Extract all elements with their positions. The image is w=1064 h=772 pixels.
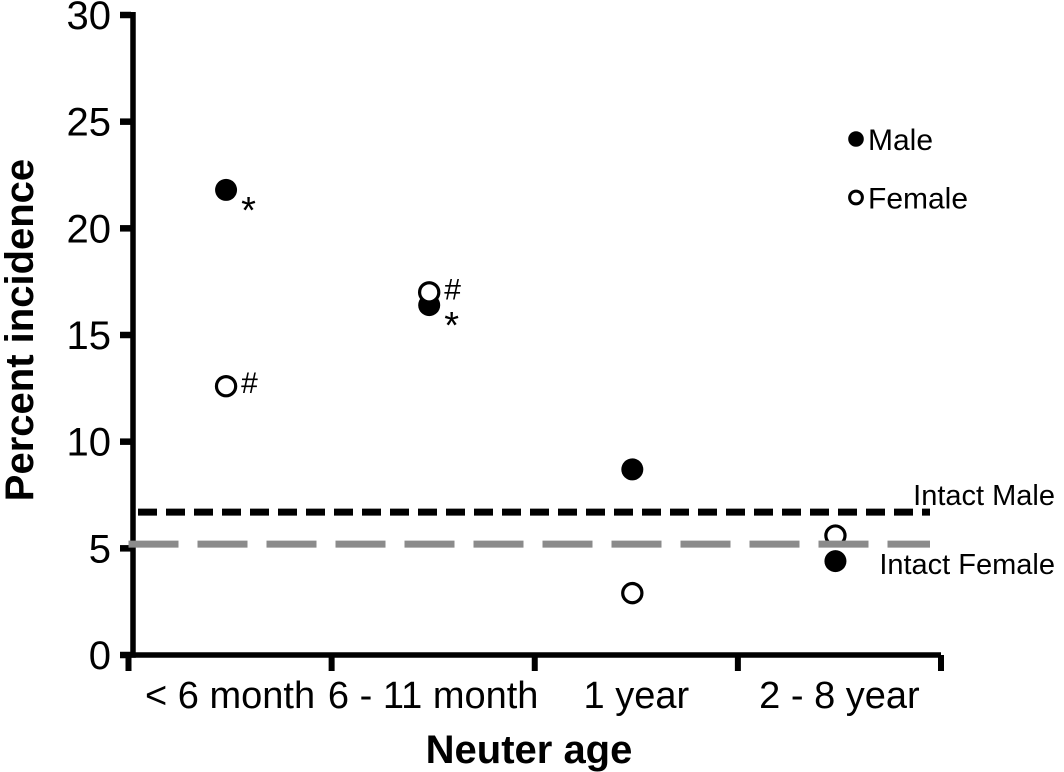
point-male-3 [824, 550, 847, 573]
x-category-label: 6 - 11 month [328, 675, 539, 717]
x-category-label: < 6 month [145, 675, 315, 717]
annotation-asterisk-male-0: * [241, 190, 256, 232]
annotation-hash-female-0: # [241, 367, 258, 400]
reference-line-label-intact-female: Intact Female [879, 549, 1055, 581]
y-tick-label: 25 [67, 101, 112, 145]
point-female-1 [417, 281, 441, 304]
y-tick-label: 10 [67, 421, 112, 465]
legend-marker-male [848, 131, 864, 147]
chart-dynamic-layer: 0 5 10 15 20 25 30 < 6 month 6 - 11 month 1 year 2… [67, 0, 1056, 717]
annotation-hash-female-1: # [444, 273, 461, 306]
x-category-label: 1 year [584, 675, 690, 717]
reference-line-label-intact-male: Intact Male [913, 480, 1055, 512]
point-female-0 [214, 375, 238, 398]
legend-label-female: Female [868, 183, 968, 216]
x-axis-title: Neuter age [426, 728, 633, 772]
y-tick-label: 20 [67, 207, 112, 251]
y-tick-label: 15 [67, 314, 112, 358]
legend-marker-female [848, 189, 864, 206]
x-category-label: 2 - 8 year [759, 675, 920, 717]
annotation-asterisk-male-1: * [444, 305, 459, 347]
y-tick-label: 5 [89, 527, 111, 571]
point-male-0 [215, 178, 238, 201]
point-male-2 [621, 458, 644, 481]
y-tick-label: 0 [89, 634, 111, 678]
y-axis-title: Percent incidence [0, 159, 42, 501]
legend-label-male: Male [868, 124, 933, 157]
point-female-2 [621, 581, 644, 605]
y-tick-label: 30 [67, 0, 112, 38]
